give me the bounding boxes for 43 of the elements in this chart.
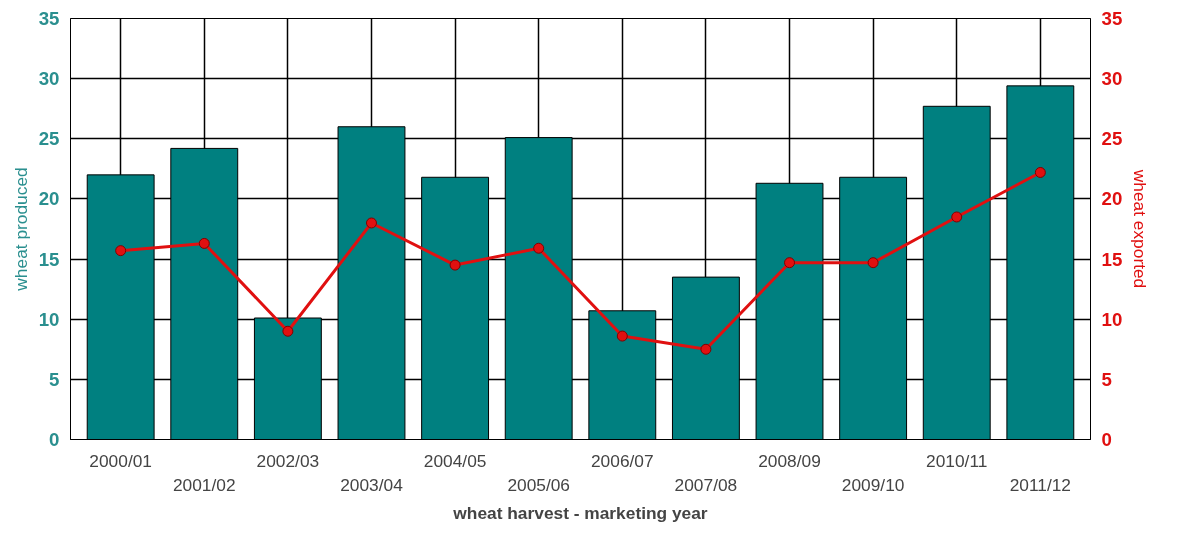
x-tick-label: 2004/05 [423,450,487,471]
point [449,259,461,271]
y2-tick-label: 0 [1101,429,1112,450]
x-axis-title: wheat harvest - marketing year [452,502,708,523]
point [784,257,796,269]
y2-tick-label: 20 [1101,188,1123,210]
point [1034,166,1046,178]
y2-tick-label: 35 [1101,8,1123,29]
y-tick-label: 15 [38,248,60,270]
y-tick-label: 10 [38,308,60,330]
y2-tick-label: 25 [1101,128,1123,150]
x-tick-label: 2006/07 [590,450,654,471]
x-tick-label: 2000/01 [89,450,152,471]
y2-tick-label: 10 [1101,308,1123,330]
point [198,237,210,249]
y2-tick-label: 5 [1101,368,1112,390]
x-tick-label: 2003/04 [340,474,404,495]
x-tick-label: 2011/12 [1009,474,1072,495]
point [616,330,628,342]
point [700,343,712,355]
x-tick-label: 2005/06 [507,474,571,495]
y-tick-label: 35 [38,8,60,29]
point [282,325,294,337]
y-tick-label: 0 [49,429,60,450]
y2-tick-label: 15 [1101,248,1123,270]
y-tick-label: 30 [38,68,60,90]
y-axis-title: wheat produced [10,167,31,292]
x-tick-label: 2001/02 [172,474,236,495]
point [533,242,545,254]
point [365,217,377,229]
y2-axis-title: wheat exported [1130,168,1151,289]
x-tick-label: 2010/11 [926,450,988,471]
point [115,245,127,257]
point [867,257,879,269]
y-tick-label: 25 [38,128,60,150]
x-tick-label: 2009/10 [841,474,905,495]
x-tick-label: 2008/09 [758,450,821,471]
y-tick-label: 20 [38,188,60,210]
y-tick-label: 5 [49,368,60,390]
y2-tick-label: 30 [1101,68,1123,90]
point [951,211,963,223]
x-tick-label: 2007/08 [674,474,738,495]
x-tick-label: 2002/03 [256,450,320,471]
